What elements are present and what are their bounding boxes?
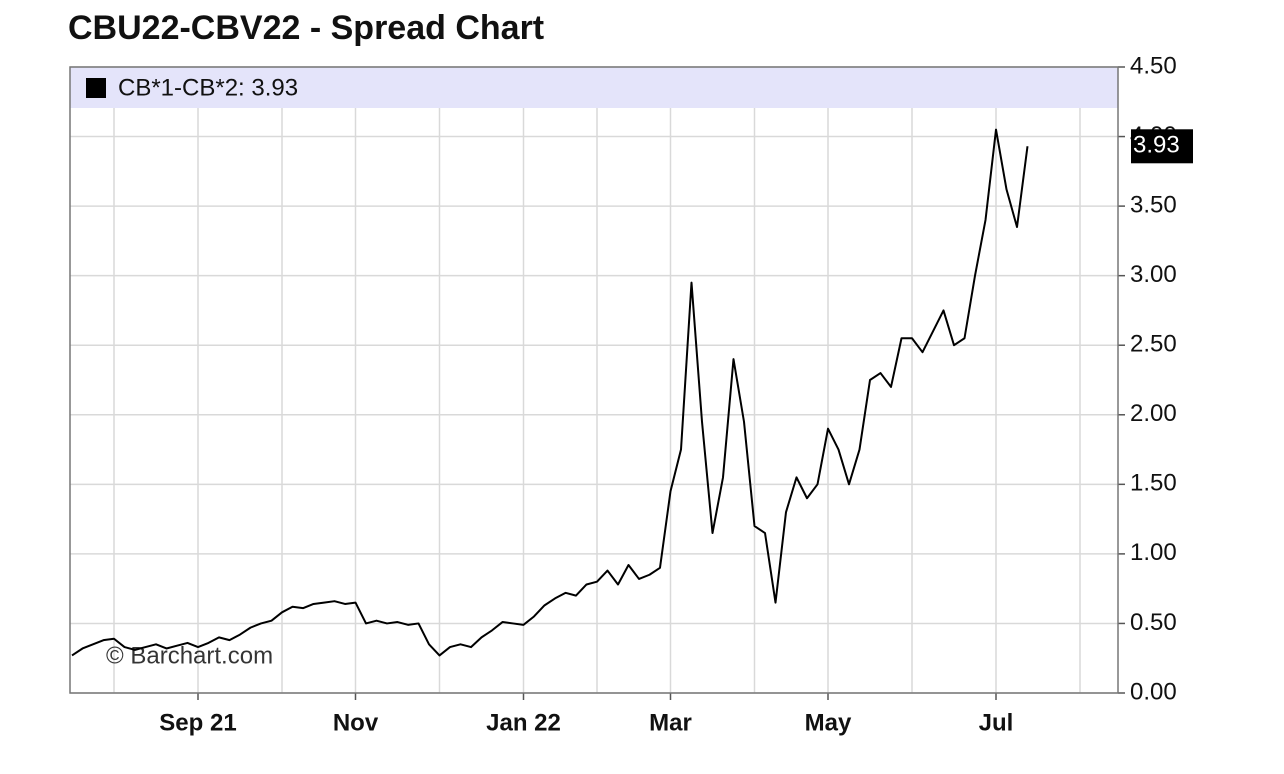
y-tick-label: 4.50: [1130, 52, 1177, 79]
y-tick-label: 1.00: [1130, 539, 1177, 566]
y-tick-label: 1.50: [1130, 470, 1177, 497]
last-value-badge: [1131, 129, 1193, 164]
x-tick-label: Mar: [649, 709, 692, 736]
legend-band: [70, 67, 1118, 108]
legend-label: CB*1-CB*2: 3.93: [118, 74, 298, 101]
last-value-label: 3.93: [1133, 132, 1180, 159]
plot-frame: [69, 66, 1119, 694]
legend-swatch: [86, 78, 106, 98]
y-tick-label: 2.00: [1130, 400, 1177, 427]
y-tick-label: 3.50: [1130, 191, 1177, 218]
x-tick-label: Jan 22: [486, 709, 561, 736]
chart-title: CBU22-CBV22 - Spread Chart: [68, 9, 544, 47]
series-line: [71, 128, 1029, 657]
watermark: © Barchart.com: [106, 642, 273, 669]
y-tick-label: 0.50: [1130, 609, 1177, 636]
x-tick-label: Nov: [333, 709, 379, 736]
y-tick-label: 0.00: [1130, 678, 1177, 705]
x-tick-label: Sep 21: [159, 709, 236, 736]
y-tick-label: 2.50: [1130, 331, 1177, 358]
x-tick-label: Jul: [979, 709, 1014, 736]
x-tick-label: May: [805, 709, 852, 736]
y-tick-label: 3.00: [1130, 261, 1177, 288]
